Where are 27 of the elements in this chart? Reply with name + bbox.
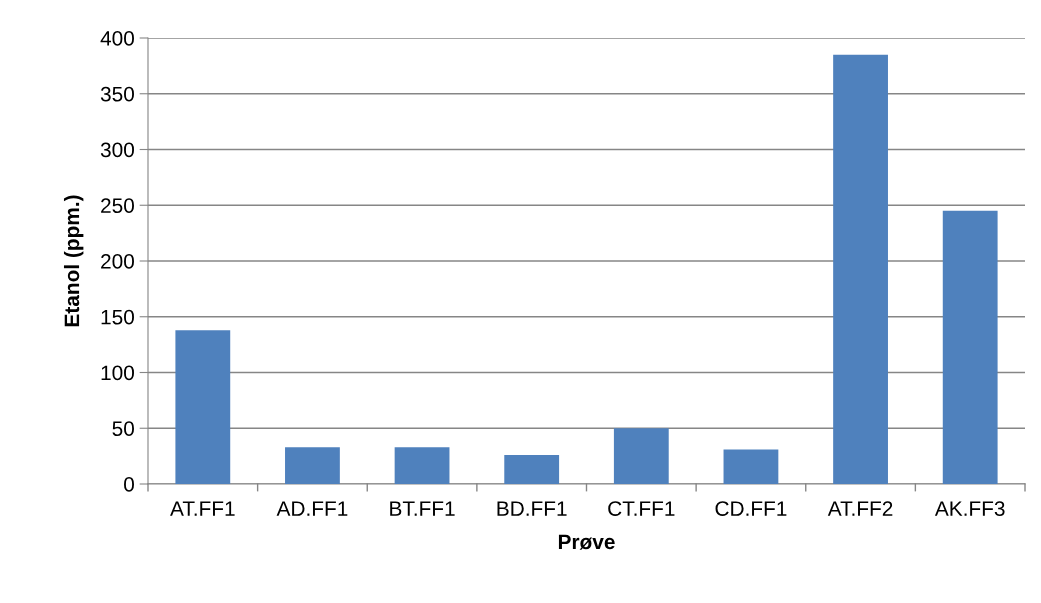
y-tick-label: 150 [101,309,134,325]
y-tick-label: 0 [124,477,134,492]
bar [833,54,888,484]
x-tick-label: AT.FF2 [827,501,893,516]
x-tick-label: CD.FF1 [715,501,787,516]
y-axis-title: Etanol (ppm.) [63,195,84,327]
y-tick-label: 300 [100,142,134,158]
y-tick-label: 200 [101,254,134,269]
bar [613,428,669,484]
bar [942,210,998,484]
bar [175,330,231,484]
y-tick-label: 50 [112,421,134,436]
y-tick-label: 400 [100,31,134,46]
x-tick-label: AD.FF1 [276,501,348,516]
y-tick-label: 350 [100,86,134,102]
bar [723,449,779,484]
bar [394,447,450,484]
y-tick-label: 250 [101,198,134,213]
x-tick-label: BT.FF1 [390,501,455,516]
y-tick-label: 100 [101,365,134,381]
x-tick-label: BD.FF1 [497,501,567,516]
bar [285,447,340,484]
bar [504,455,560,484]
x-tick-label: AT.FF1 [170,501,235,516]
x-tick-label: CT.FF1 [608,501,675,516]
x-tick-label: AK.FF3 [934,501,1005,516]
x-axis-title: Prøve [558,534,615,550]
